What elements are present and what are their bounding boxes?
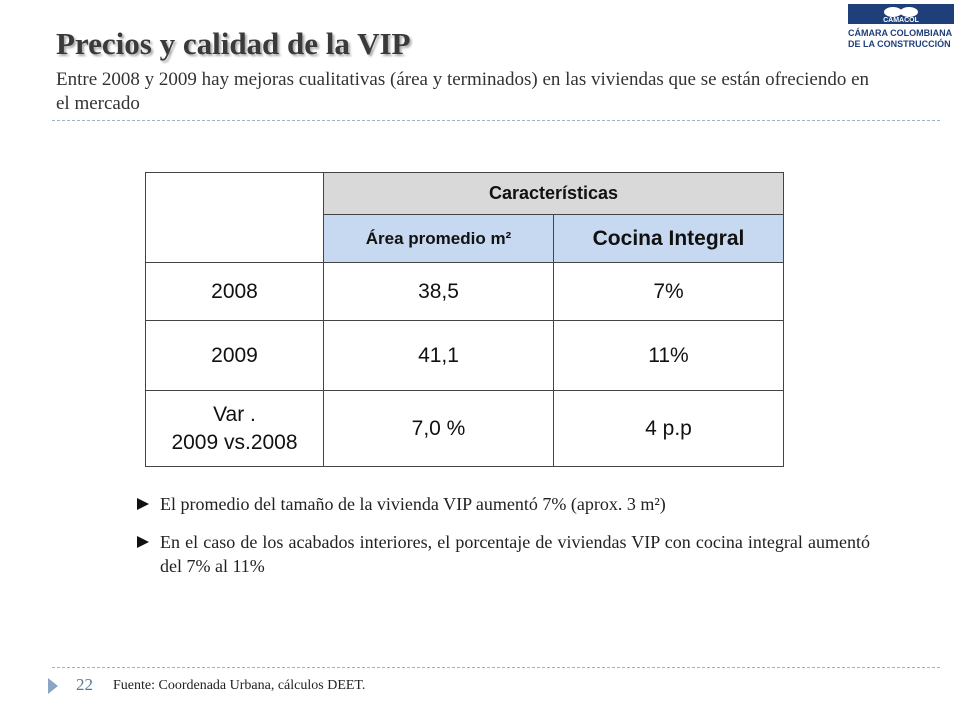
separator <box>52 120 940 121</box>
bullet: En el caso de los acabados interiores, e… <box>135 530 870 578</box>
cell: 2008 <box>145 262 324 321</box>
cell: 38,5 <box>323 262 554 321</box>
logo-name: CAMACOL <box>883 17 919 24</box>
group-header: Características <box>323 172 784 215</box>
column-header: Cocina Integral <box>553 214 784 263</box>
logo: CAMACOL CÁMARA COLOMBIANA DE LA CONSTRUC… <box>848 4 954 49</box>
bullet: El promedio del tamaño de la vivienda VI… <box>135 492 870 516</box>
logo-shape <box>884 7 902 17</box>
cell: 41,1 <box>323 320 554 391</box>
subtitle: Entre 2008 y 2009 hay mejoras cualitativ… <box>56 69 870 114</box>
cell: 7% <box>553 262 784 321</box>
separator <box>52 667 940 668</box>
cell: 2009 <box>145 320 324 391</box>
bullet-list: El promedio del tamaño de la vivienda VI… <box>135 492 870 592</box>
corner-cell <box>145 172 324 263</box>
title: Precios y calidad de la VIP <box>56 26 411 61</box>
column-header: Área promedio m² <box>323 214 554 263</box>
cell: Var . 2009 vs.2008 <box>145 390 324 467</box>
table: Características Área promedio m² Cocina … <box>145 172 784 467</box>
page-number: 22 <box>76 675 93 694</box>
source: Fuente: Coordenada Urbana, cálculos DEET… <box>113 678 366 693</box>
cell: 11% <box>553 320 784 391</box>
logo-shape <box>900 7 918 17</box>
logo-text: CÁMARA COLOMBIANA <box>848 28 953 38</box>
cell: 4 p.p <box>553 390 784 467</box>
cell: 7,0 % <box>323 390 554 467</box>
logo-text: DE LA CONSTRUCCIÓN <box>848 38 951 49</box>
footer-arrow <box>48 678 58 694</box>
arrow-shape <box>48 678 58 694</box>
